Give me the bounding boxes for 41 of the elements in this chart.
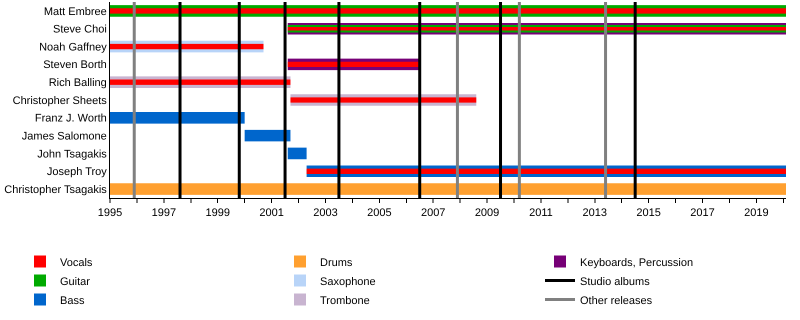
y-tick-label: Matt Embree	[44, 6, 107, 18]
legend-label: Saxophone	[320, 276, 376, 288]
legend-label: Guitar	[60, 276, 90, 288]
bar	[110, 80, 290, 85]
bar	[306, 168, 786, 174]
x-tick-label: 1997	[152, 207, 176, 220]
y-tick-label: Steve Choi	[52, 24, 107, 36]
legend-label: Studio albums	[580, 276, 650, 288]
y-tick-label: Noah Gaffney	[39, 41, 108, 54]
x-tick-label: 2005	[367, 207, 392, 220]
x-tick-label: 1999	[205, 207, 230, 220]
x-tick-label: 2003	[313, 207, 338, 220]
bar	[288, 62, 420, 68]
x-tick-label: 2013	[582, 207, 608, 220]
legend-label: Keyboards, Percussion	[580, 256, 694, 269]
y-tick-label: Christopher Sheets	[12, 94, 108, 107]
bar	[110, 183, 786, 195]
legend-label: Drums	[320, 256, 353, 269]
y-tick-label: Franz J. Worth	[34, 112, 107, 125]
x-tick-label: 2001	[259, 207, 284, 220]
bar	[110, 112, 245, 124]
legend-label: Trombone	[320, 294, 370, 307]
x-tick-label: 2011	[529, 207, 553, 220]
x-tick-label: 2019	[744, 207, 769, 220]
x-tick-label: 2009	[474, 207, 500, 220]
legend-label: Bass	[60, 294, 85, 307]
y-tick-label: John Tsagakis	[37, 148, 108, 160]
bar	[288, 148, 307, 160]
x-tick-label: 2015	[636, 207, 661, 220]
y-tick-label: Christopher Tsagakis	[4, 184, 108, 196]
bar	[110, 8, 786, 14]
x-tick-label: 2017	[690, 207, 715, 220]
y-tick-label: Joseph Troy	[46, 166, 108, 178]
y-tick-label: James Salomone	[22, 130, 107, 142]
legend-label: Other releases	[580, 294, 653, 307]
bar	[244, 130, 290, 142]
legend-label: Vocals	[60, 256, 93, 269]
y-tick-label: Rich Balling	[48, 77, 107, 90]
x-tick-label: 2007	[420, 207, 446, 220]
y-tick-label: Steven Borth	[43, 59, 107, 72]
x-tick-label: 1995	[98, 207, 122, 220]
